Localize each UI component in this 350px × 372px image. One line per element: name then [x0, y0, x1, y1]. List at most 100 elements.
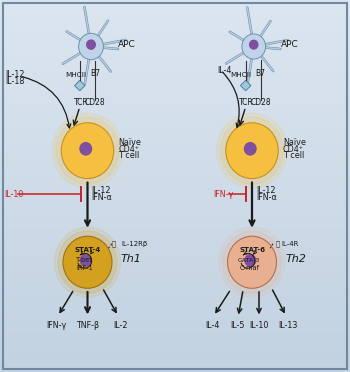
Text: IL-4: IL-4: [217, 66, 231, 75]
Bar: [0, 33, 350, 37]
Bar: [0, 335, 350, 339]
Bar: [0, 67, 350, 71]
Text: CD28: CD28: [85, 98, 105, 107]
Text: TNF-β: TNF-β: [76, 321, 99, 330]
Bar: [0, 272, 350, 275]
Circle shape: [79, 33, 103, 60]
Bar: [0, 264, 350, 268]
Bar: [0, 74, 350, 78]
Text: IL-12: IL-12: [5, 70, 25, 79]
Text: IL-12: IL-12: [92, 186, 111, 195]
Bar: [0, 212, 350, 216]
Circle shape: [245, 255, 255, 266]
Bar: [0, 164, 350, 167]
Bar: [0, 368, 350, 372]
Bar: [0, 342, 350, 346]
Bar: [0, 331, 350, 335]
Text: Naïve: Naïve: [118, 138, 141, 147]
Bar: [0, 149, 350, 153]
Bar: [0, 134, 350, 138]
Text: TCR: TCR: [239, 98, 253, 107]
Text: IRF-1: IRF-1: [76, 265, 93, 271]
Circle shape: [56, 117, 119, 184]
Bar: [0, 290, 350, 294]
Text: T cell: T cell: [118, 151, 140, 160]
Bar: [0, 71, 350, 74]
Bar: [0, 48, 350, 52]
Bar: [0, 82, 350, 86]
Bar: [0, 216, 350, 219]
Text: TCR: TCR: [74, 98, 88, 107]
Circle shape: [217, 113, 287, 188]
Bar: [0, 223, 350, 227]
Text: C-maf: C-maf: [239, 265, 259, 271]
Bar: [0, 11, 350, 15]
Bar: [0, 175, 350, 179]
Bar: [0, 301, 350, 305]
Bar: [0, 279, 350, 283]
Circle shape: [63, 236, 112, 288]
Bar: [0, 327, 350, 331]
Polygon shape: [75, 80, 85, 91]
Bar: [0, 286, 350, 290]
Text: IFN-α: IFN-α: [256, 193, 277, 202]
Text: APC: APC: [118, 40, 136, 49]
Bar: [0, 257, 350, 260]
Text: IFN-γ: IFN-γ: [213, 190, 233, 199]
Circle shape: [80, 142, 92, 155]
Bar: [0, 346, 350, 350]
Bar: [0, 104, 350, 108]
Bar: [0, 253, 350, 257]
Polygon shape: [240, 80, 251, 91]
Circle shape: [250, 40, 258, 49]
Bar: [0, 190, 350, 193]
Bar: [0, 123, 350, 126]
Bar: [0, 4, 350, 7]
Bar: [0, 52, 350, 56]
Bar: [0, 320, 350, 324]
Bar: [0, 126, 350, 130]
Bar: [0, 234, 350, 238]
Text: T-bet: T-bet: [76, 257, 92, 263]
Text: T cell: T cell: [283, 151, 304, 160]
Bar: [0, 115, 350, 119]
Bar: [0, 201, 350, 205]
Text: ⛓: ⛓: [111, 240, 116, 247]
Bar: [0, 108, 350, 112]
Text: IFN-γ: IFN-γ: [46, 321, 66, 330]
Bar: [0, 246, 350, 249]
Circle shape: [55, 227, 120, 298]
Circle shape: [61, 123, 114, 179]
Bar: [0, 56, 350, 60]
Bar: [0, 89, 350, 93]
Bar: [0, 112, 350, 115]
Bar: [0, 160, 350, 164]
Bar: [0, 353, 350, 357]
Text: IL-2: IL-2: [113, 321, 127, 330]
Bar: [0, 86, 350, 89]
Bar: [0, 227, 350, 231]
Bar: [0, 15, 350, 19]
Bar: [0, 312, 350, 316]
Bar: [0, 100, 350, 104]
Text: B7: B7: [90, 69, 100, 78]
Text: IL-4R: IL-4R: [282, 241, 299, 247]
Bar: [0, 186, 350, 190]
Text: MHCII: MHCII: [65, 72, 86, 78]
Bar: [0, 268, 350, 272]
Text: GATA-3: GATA-3: [238, 258, 260, 263]
Circle shape: [242, 34, 266, 59]
Bar: [0, 242, 350, 246]
Bar: [0, 30, 350, 33]
Text: IL-12Rβ: IL-12Rβ: [122, 241, 148, 247]
Text: CD4⁺: CD4⁺: [118, 145, 139, 154]
Bar: [0, 357, 350, 361]
Text: IL-10: IL-10: [249, 321, 269, 330]
Text: STAT-4: STAT-4: [74, 247, 101, 253]
Bar: [0, 249, 350, 253]
Text: IFN-α: IFN-α: [92, 193, 113, 202]
Bar: [0, 145, 350, 149]
Bar: [0, 63, 350, 67]
Text: CD4⁺: CD4⁺: [283, 145, 304, 154]
Bar: [0, 365, 350, 368]
